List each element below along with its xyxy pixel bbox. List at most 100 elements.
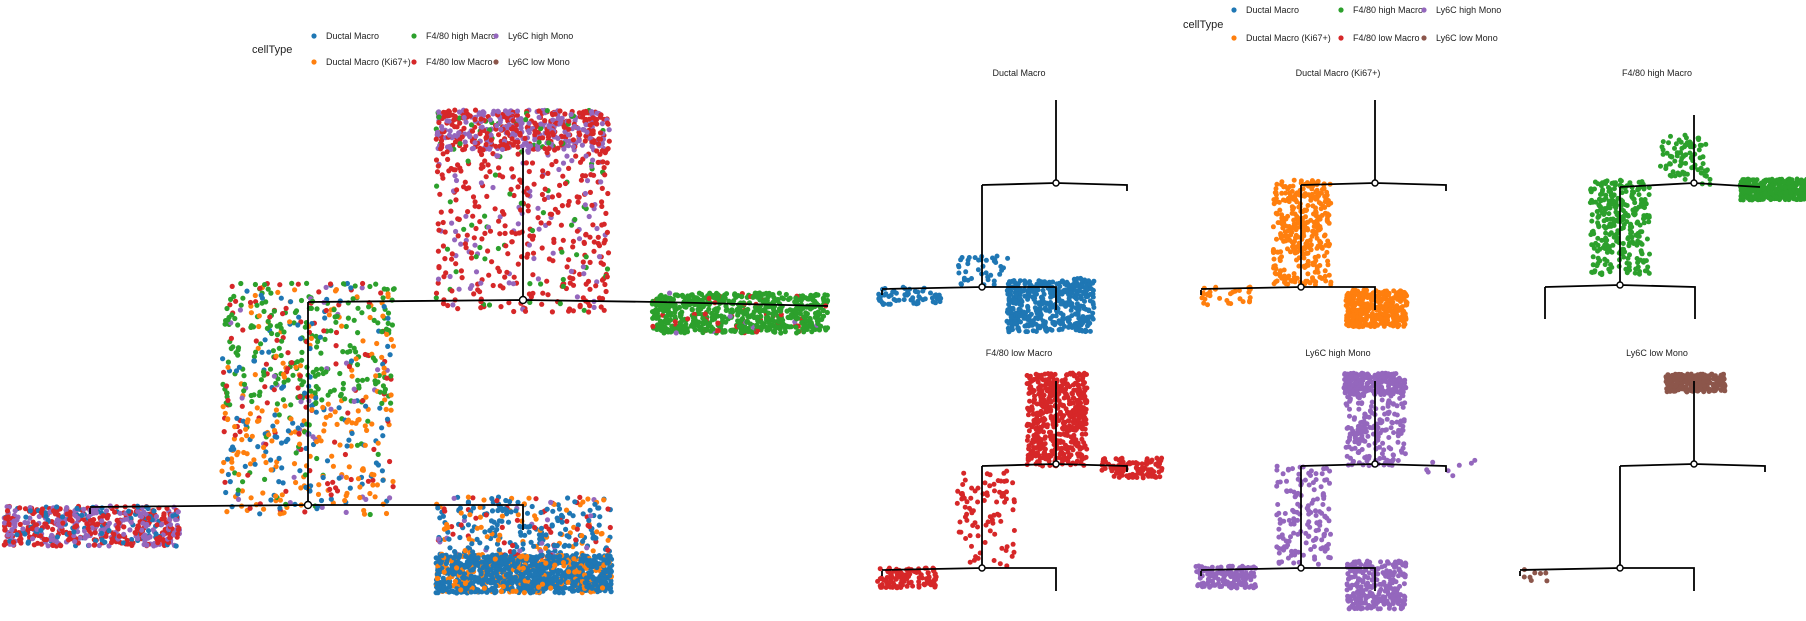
cell-point [269, 438, 275, 444]
cell-point [383, 326, 390, 332]
cell-point [453, 177, 460, 184]
cell-point [505, 564, 511, 570]
cell-point [606, 127, 612, 133]
cell-point [449, 220, 455, 226]
cell-point [320, 474, 326, 481]
cell-point [240, 327, 246, 333]
cell-point [584, 545, 590, 551]
cell-point [961, 275, 967, 281]
cell-point [515, 221, 521, 227]
cell-point [538, 121, 544, 127]
cell-point [589, 163, 595, 169]
cell-point [582, 202, 588, 208]
cell-point [221, 369, 227, 375]
cell-point [173, 517, 179, 523]
cell-point [364, 427, 370, 433]
cell-point [523, 556, 529, 562]
cell-point [29, 536, 36, 542]
cell-point [1036, 278, 1042, 284]
cell-point [461, 184, 467, 190]
main-legend-swatch-f480-high [411, 33, 417, 39]
cell-point [597, 130, 604, 136]
cell-point [463, 108, 469, 114]
cell-point [504, 269, 510, 275]
cell-point [175, 526, 182, 533]
cell-point [436, 227, 442, 233]
cell-point [1007, 300, 1013, 306]
cell-point [434, 132, 440, 138]
cell-point [574, 228, 581, 234]
cell-point [387, 495, 393, 501]
cell-point [314, 439, 320, 445]
cell-point [449, 256, 455, 262]
cell-point [450, 531, 456, 537]
cell-point [299, 349, 305, 355]
cell-point [291, 461, 298, 467]
cell-point [451, 555, 457, 561]
cell-point [313, 400, 319, 406]
cell-point [1017, 278, 1023, 284]
cell-point [461, 226, 467, 232]
cell-point [323, 284, 329, 290]
cell-point [440, 243, 446, 249]
cell-point [824, 309, 830, 316]
cell-point [478, 578, 484, 585]
cell-point [654, 296, 660, 302]
cell-point [505, 519, 512, 525]
cell-point [470, 495, 476, 501]
cell-point [45, 543, 51, 549]
cell-point [747, 321, 754, 327]
cell-point [465, 209, 471, 215]
cell-point [1044, 301, 1050, 306]
cell-point [244, 288, 250, 294]
cell-point [594, 148, 600, 154]
cell-point [462, 580, 468, 587]
cell-point [449, 288, 455, 294]
cell-point [585, 496, 591, 502]
cell-point [575, 199, 581, 205]
cell-point [482, 529, 488, 535]
cell-point [497, 119, 503, 125]
cell-point [593, 118, 599, 124]
cell-point [496, 218, 502, 224]
cell-point [1083, 285, 1089, 291]
cell-point [593, 283, 599, 289]
cell-point [360, 466, 366, 472]
cell-point [471, 235, 477, 241]
cell-point [436, 119, 442, 126]
cell-point [474, 525, 480, 531]
cell-point [436, 264, 442, 270]
cell-point [510, 142, 516, 148]
cell-point [379, 354, 385, 360]
panel-ductal-macro-points [876, 253, 1097, 335]
cell-point [349, 373, 355, 379]
cell-point [390, 286, 396, 292]
cell-point [327, 389, 334, 395]
cell-point [483, 135, 489, 141]
cell-point [323, 307, 329, 314]
cell-point [342, 497, 348, 504]
cell-point [248, 310, 254, 316]
cell-point [456, 109, 463, 115]
cell-point [503, 243, 509, 249]
cell-point [472, 140, 478, 146]
cell-point [360, 280, 366, 287]
cell-point [445, 156, 451, 162]
cell-point [552, 562, 558, 568]
cell-point [499, 146, 505, 152]
cell-point [381, 304, 387, 310]
cell-point [495, 109, 501, 115]
cell-point [369, 471, 375, 477]
cell-point [588, 513, 594, 519]
cell-point [220, 404, 226, 410]
cell-point [86, 542, 92, 548]
cell-point [503, 497, 509, 504]
cell-point [253, 349, 259, 355]
cell-point [499, 524, 505, 531]
cell-point [446, 168, 452, 174]
cell-point [241, 373, 247, 379]
cell-point [551, 239, 557, 245]
cell-point [468, 589, 474, 595]
cell-point [282, 403, 288, 409]
cell-point [478, 116, 484, 122]
